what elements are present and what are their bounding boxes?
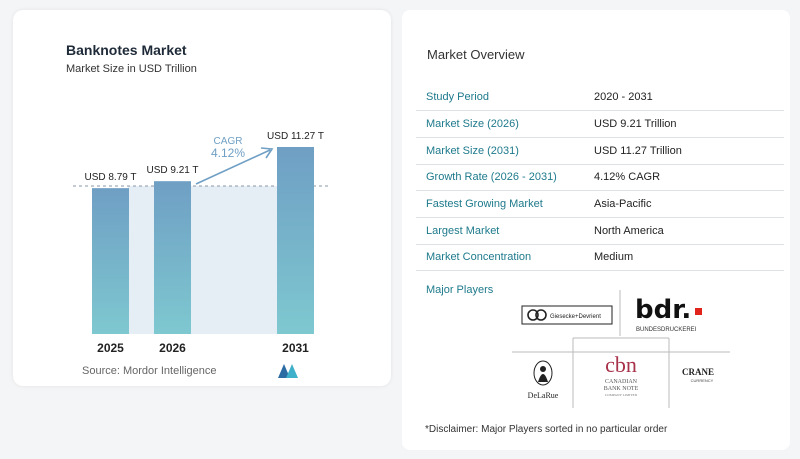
overview-row: Fastest Growing Market Asia-Pacific: [416, 190, 784, 218]
overview-key: Market Size (2031): [416, 137, 584, 165]
overview-key: Fastest Growing Market: [416, 190, 584, 218]
overview-key: Market Concentration: [416, 244, 584, 272]
chart-subtitle: Market Size in USD Trillion: [66, 63, 197, 75]
base-band: [128, 186, 154, 334]
overview-title: Market Overview: [427, 47, 525, 62]
x-tick-2026: 2026: [159, 341, 186, 355]
mordor-logo-icon: [278, 364, 298, 378]
bar-2031: [277, 147, 314, 334]
data-label-2025: USD 8.79 T: [84, 172, 136, 183]
growth-band: [190, 186, 277, 334]
bar-chart: USD 8.79 T 2025 USD 9.21 T 2026 USD 11.27 T 2…: [73, 131, 330, 355]
overview-value: USD 11.27 Trillion: [584, 137, 784, 165]
overview-row: Largest Market North America: [416, 217, 784, 245]
overview-key: Market Size (2026): [416, 110, 584, 138]
overview-row: Market Concentration Medium: [416, 244, 784, 272]
data-label-2031: USD 11.27 T: [267, 131, 324, 142]
overview-value: 4.12% CAGR: [584, 164, 784, 192]
cagr-arrow: [195, 149, 271, 185]
disclaimer: *Disclaimer: Major Players sorted in no …: [425, 424, 668, 435]
overview-row: Growth Rate (2026 - 2031) 4.12% CAGR: [416, 164, 784, 192]
overview-key: Largest Market: [416, 217, 584, 245]
bar-2026: [154, 181, 191, 334]
cagr-arrow-head: [260, 147, 274, 159]
overview-value: 2020 - 2031: [584, 84, 784, 112]
cagr-value: 4.12%: [211, 146, 245, 160]
overview-value: Asia-Pacific: [584, 190, 784, 218]
overview-key: Study Period: [416, 84, 584, 112]
source-note: Source: Mordor Intelligence: [82, 365, 217, 377]
overview-value: North America: [584, 217, 784, 245]
overview-row: Study Period 2020 - 2031: [416, 84, 784, 112]
players-title: Major Players: [426, 284, 494, 296]
x-tick-2031: 2031: [282, 341, 309, 355]
overview-row: Market Size (2026) USD 9.21 Trillion: [416, 110, 784, 138]
overview-row: Market Size (2031) USD 11.27 Trillion: [416, 137, 784, 165]
chart-title: Banknotes Market: [66, 42, 187, 58]
overview-key: Growth Rate (2026 - 2031): [416, 164, 584, 192]
overview-value: USD 9.21 Trillion: [584, 110, 784, 138]
data-label-2026: USD 9.21 T: [146, 165, 198, 176]
bar-2025: [92, 188, 129, 334]
x-tick-2025: 2025: [97, 341, 124, 355]
overview-value: Medium: [584, 244, 784, 272]
cagr-label: CAGR: [214, 136, 243, 147]
overview-table: Study Period 2020 - 2031 Market Size (2026…: [416, 84, 784, 272]
